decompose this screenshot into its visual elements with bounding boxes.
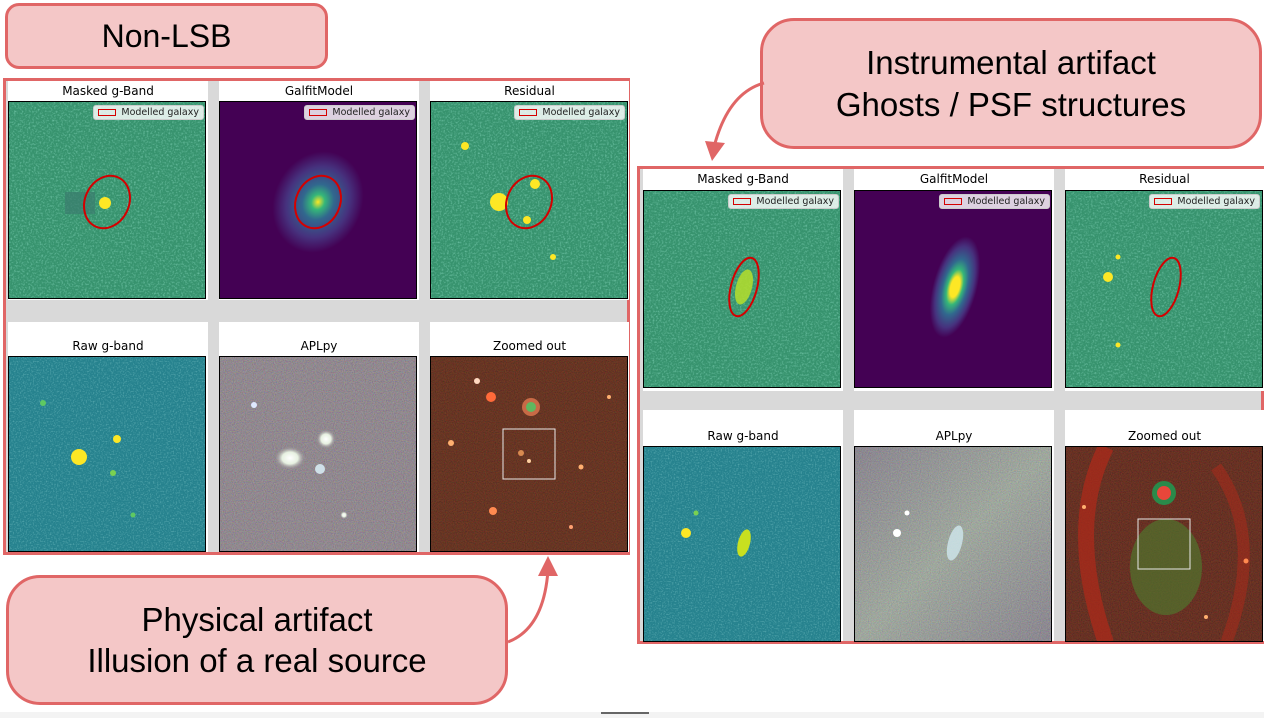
cell-title: APLpy [300, 339, 338, 353]
left-cell-raw-g-band: Raw g-band [8, 322, 208, 552]
legend-modelled-galaxy: Modelled galaxy [728, 194, 839, 209]
callout-instrumental-line1: Instrumental artifact [866, 44, 1156, 82]
legend-swatch [944, 198, 963, 205]
callout-physical-line2: Illusion of a real source [87, 642, 427, 679]
aplpy-image [854, 446, 1052, 642]
masked-g-band-image [643, 190, 841, 388]
legend-label: Modelled galaxy [121, 107, 199, 118]
right-cell-zoomed-out: Zoomed out [1065, 410, 1264, 642]
right-cell-aplpy: APLpy [854, 410, 1054, 642]
left-cell-galfit-model: GalfitModel Modelled galaxy [219, 81, 419, 300]
callout-non-lsb: Non-LSB [5, 3, 328, 69]
right-cell-residual: Residual Modelled galaxy [1065, 169, 1264, 391]
legend-modelled-galaxy: Modelled galaxy [304, 105, 415, 120]
legend-modelled-galaxy: Modelled galaxy [1149, 194, 1260, 209]
cell-title: Raw g-band [72, 339, 144, 353]
callout-instrumental-line2: Ghosts / PSF structures [835, 85, 1187, 123]
cell-title: Zoomed out [492, 339, 567, 353]
residual-image [1065, 190, 1263, 388]
legend-swatch [309, 109, 328, 116]
cell-title: Residual [504, 84, 555, 98]
aplpy-image [219, 356, 417, 552]
cell-title: Residual [1139, 172, 1190, 186]
legend-label: Modelled galaxy [542, 107, 620, 118]
left-cell-residual: Residual Modelled galaxy [430, 81, 629, 300]
scrollbar-thumb[interactable] [601, 712, 649, 714]
residual-image [430, 101, 628, 299]
callout-non-lsb-label: Non-LSB [101, 18, 232, 54]
cell-title: GalfitModel [284, 84, 354, 98]
legend-swatch [1154, 198, 1173, 205]
legend-swatch [519, 109, 538, 116]
raw-g-band-image [8, 356, 206, 552]
callout-physical-artifact: Physical artifact Illusion of a real sou… [6, 575, 508, 705]
arrow-physical [507, 556, 558, 644]
galfit-model-image [219, 101, 417, 299]
cell-title: Zoomed out [1127, 429, 1202, 443]
galfit-model-image [854, 190, 1052, 388]
left-cell-zoomed-out: Zoomed out [430, 322, 629, 552]
right-cell-galfit-model: GalfitModel Modelled galaxy [854, 169, 1054, 391]
raw-g-band-image [643, 446, 841, 642]
right-cell-masked-g-band: Masked g-Band Modelled galaxy [643, 169, 843, 391]
left-cell-aplpy: APLpy [219, 322, 419, 552]
callout-instrumental-artifact: Instrumental artifact Ghosts / PSF struc… [760, 18, 1262, 149]
cell-title: APLpy [935, 429, 973, 443]
cell-title: GalfitModel [919, 172, 989, 186]
zoomed-out-image [430, 356, 628, 552]
bottom-scrollbar[interactable] [0, 712, 1264, 718]
cell-title: Masked g-Band [697, 172, 789, 186]
legend-modelled-galaxy: Modelled galaxy [514, 105, 625, 120]
legend-label: Modelled galaxy [1177, 196, 1255, 207]
zoomed-out-image [1065, 446, 1263, 642]
legend-modelled-galaxy: Modelled galaxy [93, 105, 204, 120]
legend-label: Modelled galaxy [967, 196, 1045, 207]
cell-title: Raw g-band [707, 429, 779, 443]
legend-swatch [733, 198, 752, 205]
right-cell-raw-g-band: Raw g-band [643, 410, 843, 642]
left-figure-panel: Masked g-Band Modelled galaxy GalfitMode… [3, 78, 630, 555]
arrow-instrumental [705, 81, 765, 161]
cell-title: Masked g-Band [62, 84, 154, 98]
legend-label: Modelled galaxy [332, 107, 410, 118]
left-cell-masked-g-band: Masked g-Band Modelled galaxy [8, 81, 208, 300]
legend-modelled-galaxy: Modelled galaxy [939, 194, 1050, 209]
masked-g-band-image [8, 101, 206, 299]
right-figure-panel: Masked g-Band Modelled galaxy GalfitMode… [637, 166, 1264, 644]
legend-swatch [98, 109, 117, 116]
callout-physical-line1: Physical artifact [141, 600, 373, 638]
legend-label: Modelled galaxy [756, 196, 834, 207]
